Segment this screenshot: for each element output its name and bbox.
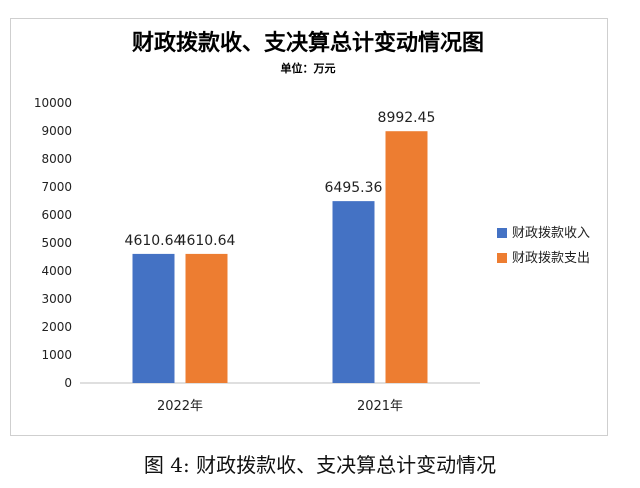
y-tick-label: 1000 — [41, 348, 72, 362]
chart-title: 财政拨款收、支决算总计变动情况图 — [132, 30, 484, 56]
y-tick-label: 6000 — [41, 208, 72, 222]
x-tick-label: 2022年 — [157, 399, 203, 414]
bar — [185, 253, 228, 383]
chart-subtitle: 单位：万元 — [281, 61, 336, 75]
bar — [132, 253, 175, 383]
legend-swatch — [497, 253, 507, 263]
bar — [332, 201, 375, 383]
y-tick-label: 10000 — [34, 96, 72, 110]
y-tick-label: 8000 — [41, 152, 72, 166]
data-label: 4610.64 — [125, 233, 183, 249]
legend-label: 财政拨款支出 — [512, 251, 590, 266]
bars — [132, 131, 428, 383]
y-tick-label: 2000 — [41, 320, 72, 334]
bar-chart: 财政拨款收、支决算总计变动情况图 单位：万元 0 1000 2000 3000 4000… — [34, 30, 590, 414]
x-tick-label: 2021年 — [357, 399, 403, 414]
y-tick-label: 4000 — [41, 264, 72, 278]
data-label: 4610.64 — [178, 233, 236, 249]
figure-caption: 图 4: 财政拨款收、支决算总计变动情况 — [143, 453, 497, 477]
y-tick-label: 0 — [64, 376, 72, 390]
chart-frame — [10, 18, 608, 436]
y-tick-label: 9000 — [41, 124, 72, 138]
data-label: 6495.36 — [325, 180, 383, 196]
y-tick-label: 7000 — [41, 180, 72, 194]
data-label: 8992.45 — [378, 110, 436, 126]
y-tick-label: 3000 — [41, 292, 72, 306]
legend-swatch — [497, 228, 507, 238]
bar — [385, 131, 428, 383]
legend-label: 财政拨款收入 — [512, 226, 590, 241]
y-axis: 0 1000 2000 3000 4000 5000 6000 7000 8000 9000 100… — [34, 96, 480, 414]
y-tick-label: 5000 — [41, 236, 72, 250]
